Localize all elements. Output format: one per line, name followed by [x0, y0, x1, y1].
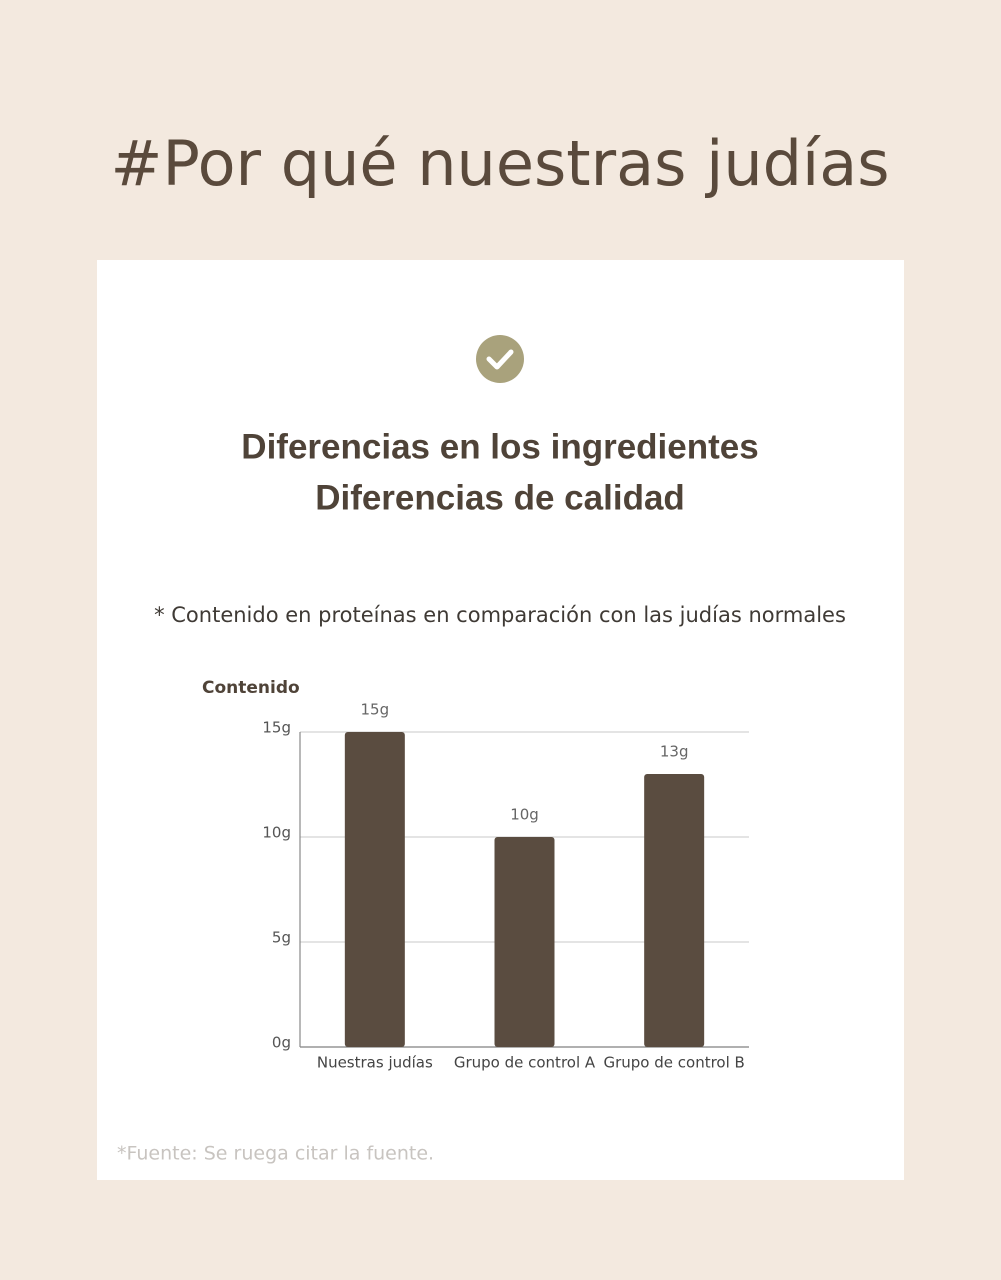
y-tick-label: 15g [262, 719, 291, 737]
x-tick-label: Nuestras judías [317, 1054, 433, 1072]
y-tick-label: 0g [272, 1034, 291, 1052]
value-label: 10g [510, 806, 539, 824]
value-label: 15g [361, 701, 390, 719]
y-axis-label: Contenido [202, 678, 300, 698]
y-tick-label: 10g [262, 824, 291, 842]
bar [494, 837, 555, 1047]
check-mark [486, 349, 514, 370]
value-label: 13g [660, 743, 689, 761]
y-tick-label: 5g [272, 929, 291, 947]
bar [644, 774, 705, 1047]
source-note: *Fuente: Se ruega citar la fuente. [117, 1143, 434, 1165]
x-tick-label: Grupo de control A [454, 1054, 596, 1072]
chart-note: * Contenido en proteínas en comparación … [154, 603, 846, 627]
x-tick-label: Grupo de control B [603, 1054, 744, 1072]
check-icon [476, 335, 524, 383]
page-title: #Por qué nuestras judías [111, 127, 890, 200]
heading: Diferencias de calidad [315, 478, 685, 517]
bar [344, 732, 405, 1047]
heading: Diferencias en los ingredientes [241, 427, 758, 466]
